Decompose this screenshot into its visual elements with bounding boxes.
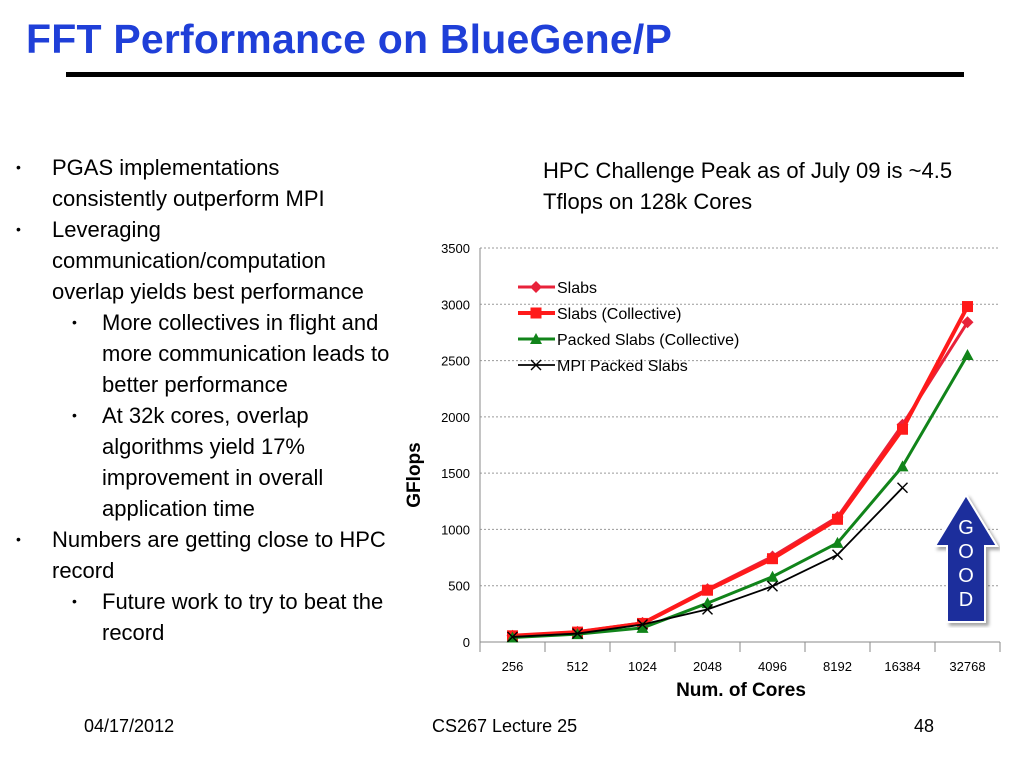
data-point — [767, 580, 778, 592]
chart-gridlines — [480, 247, 1000, 587]
legend-swatch-marker — [530, 359, 542, 371]
bullet-dot-icon: • — [72, 407, 77, 423]
legend-swatch-marker — [530, 333, 542, 344]
legend-entry: Slabs (Collective) — [518, 306, 681, 323]
good-letter: O — [958, 565, 974, 587]
x-marker-stroke — [832, 549, 843, 561]
legend-swatch-marker — [530, 281, 542, 293]
y-tick-label: 1500 — [441, 466, 470, 481]
x-tick-label: 8192 — [823, 659, 852, 674]
legend-entry: MPI Packed Slabs — [518, 358, 688, 375]
x-tick-label: 4096 — [758, 659, 787, 674]
legend-entry: Packed Slabs (Collective) — [518, 332, 739, 349]
data-point — [961, 316, 974, 329]
x-tick-label: 16384 — [884, 659, 920, 674]
data-point — [897, 482, 908, 494]
y-tick-label: 3500 — [441, 241, 470, 256]
data-point — [832, 513, 843, 525]
x-marker-stroke — [507, 631, 518, 643]
data-point — [962, 301, 973, 313]
x-tick-label: 1024 — [628, 659, 657, 674]
good-letter: G — [958, 517, 974, 539]
data-point — [896, 460, 909, 472]
bullet-text: PGAS implementations consistently outper… — [52, 155, 325, 211]
bullet-text: At 32k cores, overlap algorithms yield 1… — [102, 403, 324, 521]
data-point — [766, 570, 779, 582]
slide-title: FFT Performance on BlueGene/P — [26, 16, 672, 62]
y-tick-label: 0 — [463, 635, 470, 650]
x-marker-stroke — [897, 482, 908, 494]
legend-swatch-marker — [530, 307, 542, 319]
x-axis-title: Num. of Cores — [676, 680, 806, 701]
chart-legend: Slabs Slabs (Collective) Packed Slabs (Col… — [518, 280, 739, 375]
data-point — [636, 621, 649, 633]
chart-series — [506, 301, 974, 643]
sub-bullet-item: • Future work to try to beat the record — [14, 586, 394, 648]
data-point — [507, 631, 518, 643]
x-marker-stroke — [530, 359, 542, 371]
series-line — [512, 354, 969, 639]
bullet-item: • Leveraging communication/computation o… — [14, 214, 394, 307]
bullet-dot-icon: • — [16, 221, 21, 237]
bullet-text: Leveraging communication/computation ove… — [52, 217, 364, 304]
x-tick-label: 256 — [502, 659, 524, 674]
y-tick-label: 500 — [448, 579, 470, 594]
data-point — [637, 619, 648, 631]
x-tick-label: 32768 — [949, 659, 985, 674]
bullet-dot-icon: • — [16, 159, 21, 175]
x-marker-stroke — [702, 603, 713, 615]
bullet-dot-icon: • — [16, 531, 21, 547]
footer-course: CS267 Lecture 25 — [432, 716, 578, 736]
data-point — [767, 553, 778, 565]
series-group — [507, 482, 908, 643]
bullet-item: • PGAS implementations consistently outp… — [14, 152, 394, 214]
y-axis-title: GFlops — [404, 442, 425, 507]
y-tick-label: 2000 — [441, 410, 470, 425]
data-point — [702, 603, 713, 615]
bullet-list: • PGAS implementations consistently outp… — [14, 152, 394, 648]
x-tick-label: 512 — [567, 659, 589, 674]
legend-label: Slabs (Collective) — [557, 306, 681, 323]
legend-label: Slabs — [557, 280, 597, 297]
bullet-dot-icon: • — [72, 314, 77, 330]
bullet-dot-icon: • — [72, 593, 77, 609]
data-point — [897, 423, 908, 435]
data-point — [702, 584, 713, 596]
bullet-text: Numbers are getting close to HPC record — [52, 527, 386, 583]
title-underline — [66, 72, 964, 77]
performance-line-chart: 0 500 1000 1500 2000 2500 3000 3500 256 512 1024 20… — [404, 241, 1001, 701]
series-line — [512, 305, 970, 638]
y-tick-label: 2500 — [441, 354, 470, 369]
good-letter: O — [958, 541, 974, 563]
footer-page-number: 48 — [914, 716, 935, 736]
sub-bullet-item: • More collectives in flight and more co… — [14, 307, 394, 400]
x-marker-stroke — [572, 628, 583, 640]
legend-entry: Slabs — [518, 280, 597, 297]
data-point — [572, 628, 583, 640]
up-arrow-icon — [934, 494, 999, 623]
footer-date: 04/17/2012 — [84, 716, 175, 736]
y-tick-label: 1000 — [441, 522, 470, 537]
legend-label: Packed Slabs (Collective) — [557, 332, 739, 349]
chart-axes: 0 500 1000 1500 2000 2500 3000 3500 256 512 1024 20… — [404, 241, 1001, 701]
sub-bullet-item: • At 32k cores, overlap algorithms yield… — [14, 400, 394, 524]
y-tick-label: 3000 — [441, 297, 470, 312]
legend-label: MPI Packed Slabs — [557, 358, 688, 375]
data-point — [831, 536, 844, 548]
bullet-text: Future work to try to beat the record — [102, 589, 384, 645]
chart-caption: HPC Challenge Peak as of July 09 is ~4.5… — [543, 158, 953, 214]
good-letter: D — [959, 589, 973, 611]
x-tick-label: 2048 — [693, 659, 722, 674]
bullet-text: More collectives in flight and more comm… — [102, 310, 390, 397]
data-point — [961, 348, 974, 360]
data-point — [832, 549, 843, 561]
x-marker-stroke — [637, 619, 648, 631]
bullet-item: • Numbers are getting close to HPC recor… — [14, 524, 394, 586]
x-marker-stroke — [767, 580, 778, 592]
